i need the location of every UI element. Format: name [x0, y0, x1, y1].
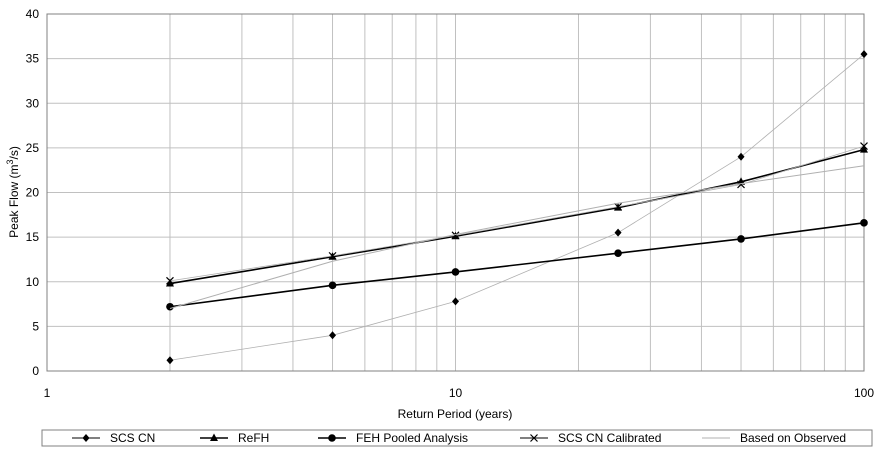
data-point	[737, 235, 745, 243]
y-axis-title-tail: /s)	[7, 146, 21, 159]
y-axis-title-main: Peak Flow (m	[7, 165, 21, 238]
series-line	[169, 145, 865, 282]
data-point	[737, 180, 745, 189]
y-tick-label: 15	[26, 230, 40, 244]
legend-item-based-on-observed: Based on Observed	[702, 431, 846, 445]
data-point	[166, 356, 174, 365]
gridlines	[46, 13, 865, 372]
plot-area	[46, 13, 865, 372]
data-point	[451, 268, 460, 276]
series-line	[169, 222, 865, 308]
y-axis-title: Peak Flow (m3/s)	[5, 146, 21, 238]
legend-swatch-marker	[82, 434, 90, 442]
legend-label: SCS CN	[110, 431, 155, 445]
legend: SCS CN ReFH FEH Pooled Analysis SCS CN Cali…	[41, 429, 873, 447]
data-point	[614, 249, 622, 257]
data-point	[451, 231, 460, 240]
data-point	[614, 202, 622, 211]
series-based-on-observed	[169, 165, 865, 310]
y-tick-label: 40	[26, 7, 40, 21]
series-line	[169, 148, 865, 285]
x-tick-labels: 1 10 100	[44, 386, 875, 400]
data-point	[328, 281, 337, 290]
series-scs-cn-calibrated	[166, 142, 868, 285]
x-axis-title: Return Period (years)	[398, 407, 513, 421]
legend-label: Based on Observed	[740, 431, 846, 445]
legend-swatch-marker	[328, 434, 336, 442]
series-feh-pooled-analysis	[166, 219, 868, 311]
y-tick-label: 25	[26, 141, 40, 155]
data-point	[452, 297, 459, 306]
data-point	[166, 276, 174, 285]
y-tick-label: 0	[32, 364, 39, 378]
data-point	[860, 219, 868, 227]
y-tick-label: 35	[26, 52, 40, 66]
y-axis-title-sup: 3	[5, 159, 15, 164]
x-tick-label: 100	[854, 386, 874, 400]
data-point	[860, 145, 868, 153]
legend-label: FEH Pooled Analysis	[356, 431, 468, 445]
series-line	[169, 53, 865, 361]
x-tick-label: 10	[449, 386, 463, 400]
legend-item-feh-pooled-analysis: FEH Pooled Analysis	[318, 431, 468, 445]
data-point	[860, 50, 868, 59]
y-tick-labels: 0 5 10 15 20 25 30 35 40	[26, 7, 40, 378]
legend-item-scs-cn-calibrated: SCS CN Calibrated	[520, 431, 661, 445]
y-tick-label: 20	[26, 186, 40, 200]
data-point	[166, 302, 174, 311]
data-point	[737, 152, 745, 161]
legend-item-scs-cn: SCS CN	[72, 431, 155, 445]
data-point	[860, 142, 868, 151]
legend-box	[41, 429, 873, 447]
series-scs-cn	[166, 50, 868, 365]
data-point	[329, 331, 337, 340]
legend-label: SCS CN Calibrated	[558, 431, 661, 445]
legend-item-refh: ReFH	[200, 431, 269, 445]
x-tick-label: 1	[44, 386, 51, 400]
data-point	[328, 251, 337, 260]
data-point	[165, 279, 174, 287]
y-tick-label: 30	[26, 96, 40, 110]
legend-label: ReFH	[238, 431, 269, 445]
series-line	[169, 165, 865, 310]
y-tick-label: 5	[32, 319, 39, 333]
data-point	[614, 228, 622, 237]
legend-swatch-marker	[530, 434, 538, 442]
legend-swatch-marker	[210, 433, 218, 441]
y-tick-label: 10	[26, 275, 40, 289]
series-layer	[165, 50, 868, 365]
